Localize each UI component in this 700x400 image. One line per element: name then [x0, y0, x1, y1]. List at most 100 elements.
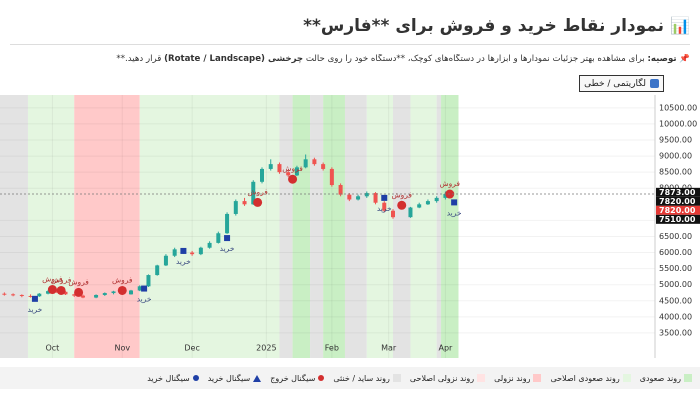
candle-body — [46, 291, 51, 294]
legend-swatch — [533, 374, 542, 382]
buy-signal — [224, 235, 231, 242]
candle-body — [260, 168, 264, 182]
buy-signal — [381, 194, 388, 201]
x-tick-label: Oct — [45, 344, 59, 353]
sell-signal-label: فروش — [247, 187, 268, 196]
legend-label: سیگنال خرید — [207, 373, 251, 383]
tip: 📌 توصیه: برای مشاهده بهتر جزئیات نموداره… — [10, 54, 690, 64]
trend-zone — [74, 95, 140, 358]
candle-body — [94, 294, 99, 298]
buy-signal — [31, 295, 38, 302]
tip-text: برای مشاهده بهتر جزئیات نمودارها و ابزار… — [303, 54, 648, 64]
trend-zone — [139, 95, 280, 358]
candle-body — [163, 255, 168, 266]
legend-label: روند ساید / خنثی — [333, 373, 390, 383]
trend-zone — [441, 95, 459, 358]
legend-swatch — [192, 375, 199, 381]
candle-body — [137, 286, 142, 291]
sell-signal-label: فروش — [440, 179, 461, 188]
legend-item: روند صعودی — [640, 374, 692, 383]
buy-signal-label: خرید — [137, 295, 152, 304]
x-tick-label: Dec — [184, 344, 199, 353]
button-label: لگاریتمی / خطی — [584, 78, 646, 89]
checkbox-icon — [650, 79, 659, 88]
tip-text: قرار دهید.** — [116, 54, 165, 64]
candle-body — [72, 294, 77, 296]
legend-item: روند ساید / خنثی — [333, 373, 401, 383]
sell-signal — [74, 287, 84, 297]
scale-toggle-button[interactable]: لگاریتمی / خطی — [579, 75, 664, 92]
y-tick-label: 9500.00 — [659, 136, 692, 145]
candle-body — [129, 290, 133, 295]
price-label: 7873.00 — [659, 188, 696, 197]
candle-body — [347, 194, 352, 200]
trend-zone — [27, 95, 75, 358]
sell-signal-label: فروش — [51, 275, 72, 284]
trend-zone — [292, 95, 311, 358]
y-tick-label: 4500.00 — [659, 296, 692, 305]
tip-bold: چرخشی (Rotate / Landscape) — [164, 54, 304, 64]
legend-item: روند صعودی اصلاحی — [550, 374, 631, 383]
page-title: نمودار نقاط خرید و فروش برای **فارس** — [303, 16, 665, 36]
y-tick-label: 4000.00 — [659, 312, 692, 321]
legend: روند صعودی روند صعودی اصلاحی روند نزولی رون… — [0, 367, 700, 389]
trend-zone — [366, 95, 393, 358]
trend-zone — [410, 95, 437, 358]
header-icon: 📊 — [670, 16, 690, 35]
price-label-box — [656, 187, 700, 197]
x-tick-label: Nov — [114, 344, 130, 353]
candle-body — [286, 172, 291, 176]
trend-zone — [0, 95, 28, 358]
price-label: 7510.00 — [659, 215, 696, 224]
candle-body — [312, 159, 317, 165]
legend-label: سیگنال خرید — [147, 373, 190, 383]
y-tick-label: 8500.00 — [659, 168, 692, 177]
price-label: 7820.00 — [659, 206, 696, 215]
x-tick-label: Feb — [325, 344, 339, 353]
candle-body — [434, 197, 439, 202]
candle-body — [216, 233, 221, 243]
candle-body — [417, 204, 422, 208]
candle-body — [277, 164, 282, 173]
buy-signal — [141, 285, 148, 292]
buy-signal — [180, 247, 187, 254]
sell-signal — [117, 285, 127, 295]
candle-body — [111, 291, 116, 294]
candle-body — [382, 202, 387, 211]
candle-body — [80, 295, 85, 298]
y-tick-label: 5000.00 — [659, 280, 692, 289]
sell-signal — [397, 200, 407, 210]
candle-body — [207, 242, 212, 248]
legend-swatch — [684, 374, 692, 382]
legend-swatch — [477, 374, 486, 382]
legend-swatch — [253, 374, 262, 382]
candle-body — [54, 291, 59, 293]
sell-signal-label: فروش — [391, 190, 412, 199]
legend-label: روند نزولی — [494, 373, 531, 383]
chart: 3500.00 4000.00 4500.00 5000.00 5500.00 6000.… — [0, 95, 700, 358]
sell-signal-label: فروش — [42, 275, 63, 284]
trend-zone — [279, 95, 293, 358]
trend-zone — [323, 95, 345, 358]
legend-item: روند نزولی — [494, 373, 542, 383]
candle-body — [172, 249, 177, 256]
legend-label: روند نزولی اصلاحی — [409, 373, 475, 383]
candle-body — [364, 193, 369, 197]
candle-body — [19, 294, 24, 296]
header: 📊 نمودار نقاط خرید و فروش برای **فارس** — [10, 16, 690, 45]
trend-zone — [393, 95, 411, 358]
y-tick-label: 10000.00 — [659, 119, 697, 128]
candle-body — [373, 193, 378, 203]
candle-body — [155, 265, 160, 276]
candle-body — [233, 201, 238, 214]
candle-body — [251, 181, 256, 205]
candle-body — [425, 201, 430, 205]
buy-signal-label: خرید — [377, 204, 392, 213]
tip-icon: 📌 — [679, 54, 690, 64]
x-tick-label: Apr — [438, 344, 453, 353]
candle-body — [321, 164, 326, 169]
buy-signal-label: خرید — [28, 305, 43, 314]
y-tick-label: 9000.00 — [659, 152, 692, 161]
sell-signal-label: فروش — [68, 277, 89, 286]
sell-signal — [47, 285, 57, 295]
